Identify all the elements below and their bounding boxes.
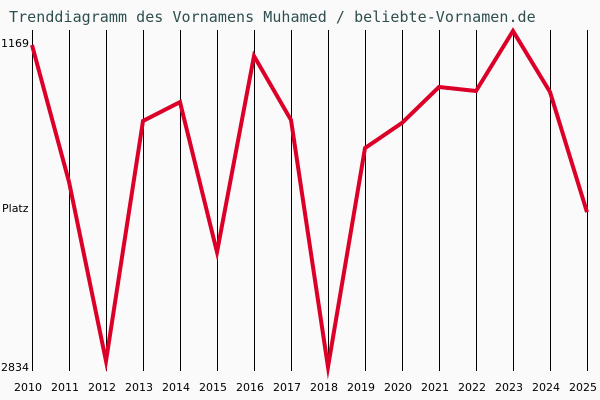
y-axis-bottom-label: 2834 [1, 361, 29, 374]
x-tick-2021: 2021 [421, 381, 449, 394]
x-tick-2019: 2019 [347, 381, 375, 394]
x-tick-2017: 2017 [273, 381, 301, 394]
chart-title: Trenddiagramm des Vornamens Muhamed / be… [9, 8, 536, 26]
vertical-gridlines [32, 30, 588, 371]
x-tick-2024: 2024 [532, 381, 560, 394]
y-axis-title: Platz [2, 202, 29, 215]
x-tick-2015: 2015 [199, 381, 227, 394]
x-tick-2022: 2022 [458, 381, 486, 394]
x-tick-2025: 2025 [569, 381, 597, 394]
x-tick-2012: 2012 [88, 381, 116, 394]
x-tick-2018: 2018 [310, 381, 338, 394]
x-tick-2010: 2010 [14, 381, 42, 394]
x-tick-2016: 2016 [236, 381, 264, 394]
y-axis-top-label: 1169 [1, 37, 29, 50]
x-tick-2014: 2014 [162, 381, 190, 394]
x-tick-2023: 2023 [495, 381, 523, 394]
trend-line [30, 27, 589, 380]
x-tick-2020: 2020 [384, 381, 412, 394]
x-tick-2011: 2011 [51, 381, 79, 394]
x-tick-2013: 2013 [125, 381, 153, 394]
